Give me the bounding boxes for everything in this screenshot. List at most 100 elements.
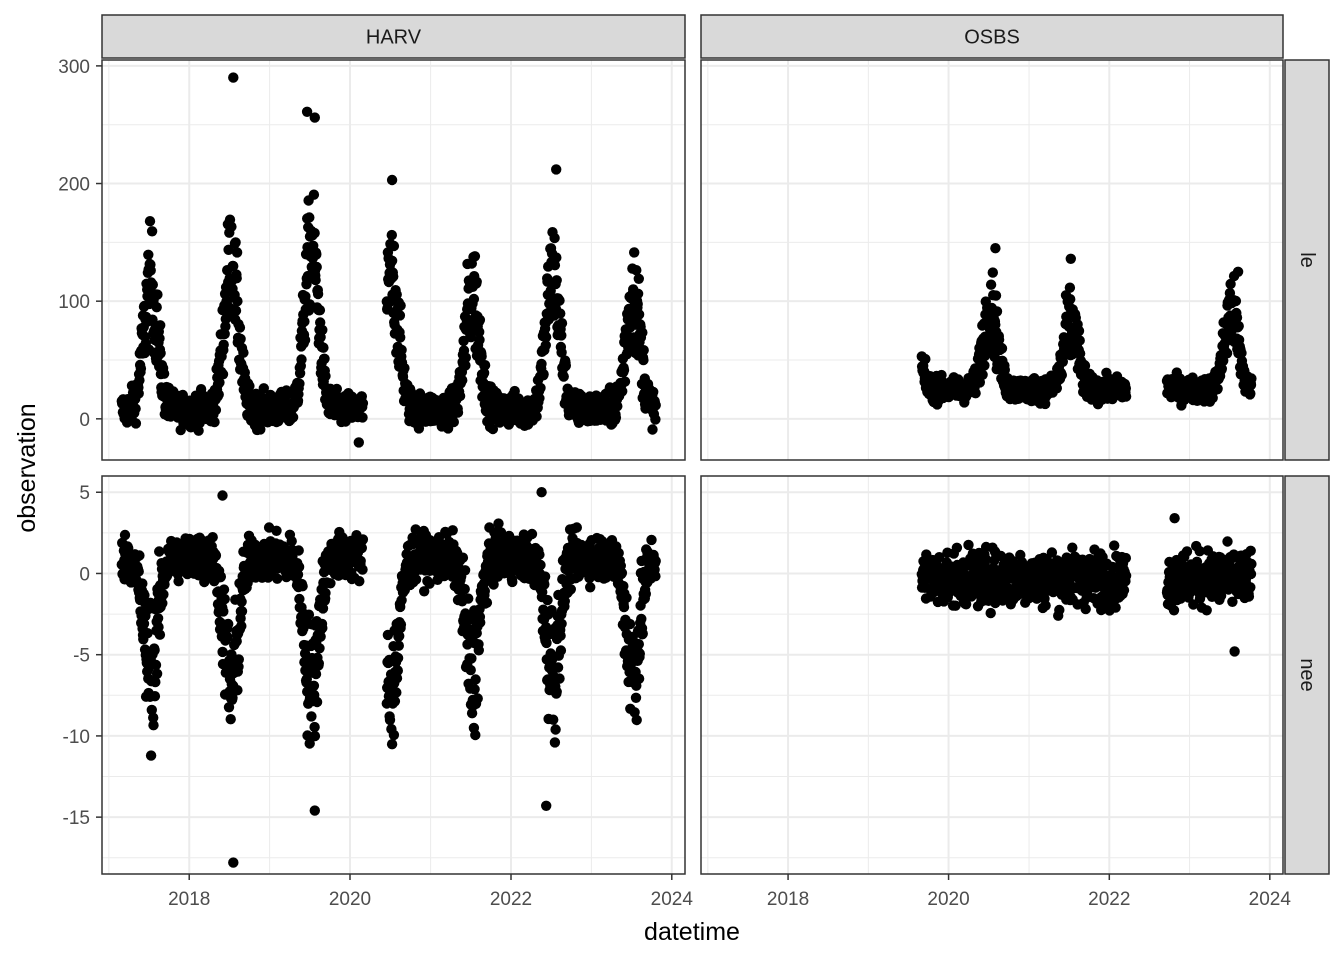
data-point (618, 601, 630, 613)
data-point (470, 729, 481, 741)
data-point (552, 662, 564, 673)
data-point (287, 412, 299, 423)
data-point (1222, 536, 1233, 547)
data-point (551, 164, 562, 175)
x-tick-label: 2018 (168, 889, 210, 910)
data-point (950, 600, 961, 611)
data-point (149, 645, 160, 656)
data-point (538, 369, 549, 380)
data-point (1194, 546, 1205, 557)
data-point (231, 247, 243, 258)
panel-background (701, 476, 1283, 874)
data-point (556, 618, 567, 629)
data-point (319, 353, 330, 364)
data-point (309, 805, 320, 816)
data-point (638, 354, 649, 366)
data-point (650, 555, 661, 567)
data-point (951, 542, 963, 553)
y-tick-label: 300 (58, 57, 90, 78)
data-point (535, 559, 546, 571)
data-point (313, 658, 324, 669)
data-point (308, 680, 320, 691)
data-point (395, 332, 406, 343)
data-point (293, 545, 304, 556)
y-tick-label: 100 (58, 292, 90, 313)
data-point (1120, 391, 1132, 402)
data-point (148, 712, 159, 723)
strip-OSBS (700, 14, 1284, 59)
y-tick-label: -5 (73, 646, 90, 667)
x-tick-label: 2024 (1249, 889, 1292, 910)
data-point (391, 673, 403, 684)
data-point (233, 654, 244, 665)
data-point (1067, 542, 1078, 553)
data-point (386, 255, 398, 266)
data-point (292, 569, 304, 580)
data-point (526, 528, 538, 540)
data-point (1051, 383, 1063, 394)
data-point (474, 334, 485, 346)
panel-border (700, 475, 1284, 875)
data-point (232, 296, 243, 307)
data-point (155, 320, 166, 331)
data-point (1246, 558, 1257, 570)
data-point (1120, 552, 1132, 564)
data-point (244, 380, 255, 392)
x-tick-label: 2018 (767, 889, 809, 910)
data-point (320, 587, 331, 599)
y-tick-label: 0 (79, 564, 90, 585)
data-point (637, 628, 648, 639)
data-point (551, 252, 562, 263)
data-point (311, 261, 322, 273)
data-point (331, 383, 342, 395)
data-point (634, 648, 645, 659)
data-point (541, 637, 552, 649)
data-point (1181, 546, 1193, 557)
data-point (469, 251, 481, 262)
series-HARV-nee (116, 518, 661, 761)
data-point (555, 630, 566, 641)
data-point (540, 340, 551, 351)
strip-label-le: le (1296, 252, 1318, 268)
data-point (1065, 253, 1077, 264)
data-point (1064, 282, 1076, 293)
data-point (1109, 540, 1120, 551)
data-point (459, 565, 471, 576)
data-point (539, 571, 551, 582)
data-point (535, 382, 546, 394)
data-point (193, 425, 204, 436)
data-point (632, 288, 644, 299)
data-point (495, 527, 507, 538)
data-point (309, 227, 320, 239)
panel-border (101, 475, 686, 875)
data-point (558, 371, 569, 382)
data-point (621, 592, 632, 603)
data-point (238, 347, 249, 358)
data-point (225, 714, 236, 725)
data-point (1110, 602, 1121, 613)
data-point (119, 529, 131, 541)
data-point (469, 684, 480, 695)
data-point (158, 589, 169, 600)
data-point (222, 631, 233, 643)
data-point (388, 729, 400, 741)
data-point (633, 639, 644, 650)
data-point (541, 800, 552, 811)
data-point (551, 275, 562, 286)
data-point (236, 596, 247, 607)
x-axis-title: datetime (644, 918, 740, 946)
data-point (309, 112, 320, 123)
data-point (990, 243, 1001, 254)
data-point (210, 404, 222, 416)
data-point (1201, 605, 1212, 616)
data-point (638, 345, 649, 356)
data-point (318, 342, 329, 353)
data-point (618, 364, 630, 376)
data-point (1168, 605, 1180, 616)
data-point (1074, 335, 1085, 346)
data-point (475, 617, 486, 628)
data-point (410, 574, 422, 585)
data-point (463, 593, 474, 604)
